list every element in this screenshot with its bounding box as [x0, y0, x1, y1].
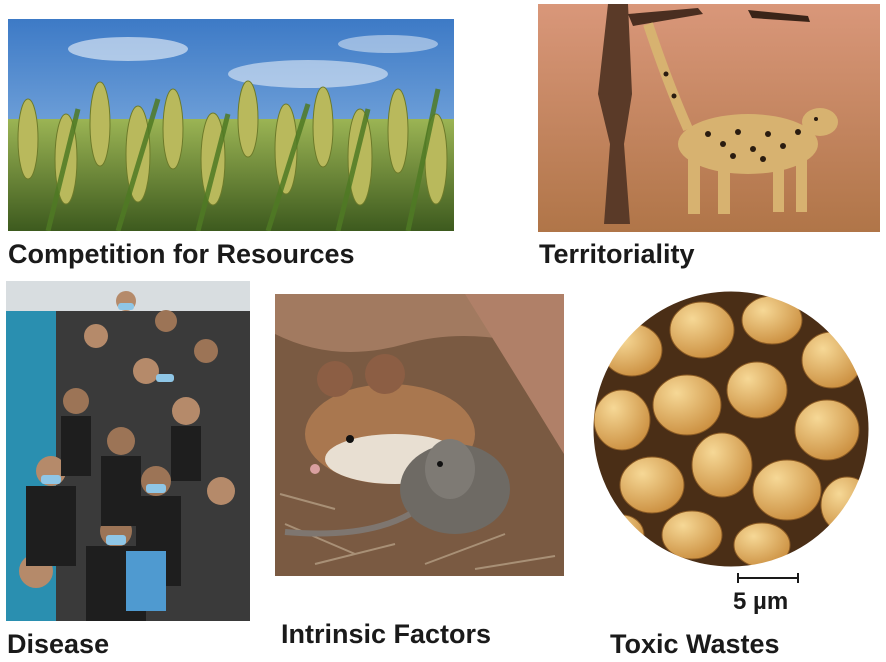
wheat-field-photo: [8, 19, 454, 231]
masked-crowd-photo: [6, 281, 250, 621]
yeast-micrograph: [592, 290, 870, 568]
mice-photo: [275, 294, 564, 576]
scale-bar-label: 5 µm: [733, 588, 789, 615]
caption-toxic-wastes: Toxic Wastes: [610, 629, 780, 659]
caption-intrinsic-factors: Intrinsic Factors: [281, 619, 492, 649]
caption-competition: Competition for Resources: [8, 239, 355, 269]
cheetah-photo: [538, 4, 880, 232]
scale-bar: [737, 572, 799, 584]
caption-disease: Disease: [7, 629, 110, 659]
caption-territoriality: Territoriality: [539, 239, 695, 269]
